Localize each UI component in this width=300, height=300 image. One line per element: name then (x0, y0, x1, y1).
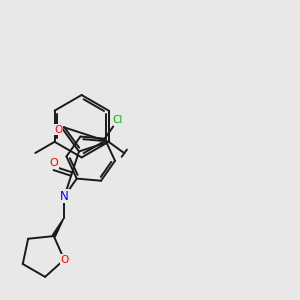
Text: N: N (60, 190, 69, 202)
Text: O: O (60, 255, 68, 265)
Text: O: O (54, 125, 62, 135)
Polygon shape (52, 218, 64, 237)
Text: O: O (50, 158, 58, 168)
Text: Cl: Cl (113, 115, 123, 125)
